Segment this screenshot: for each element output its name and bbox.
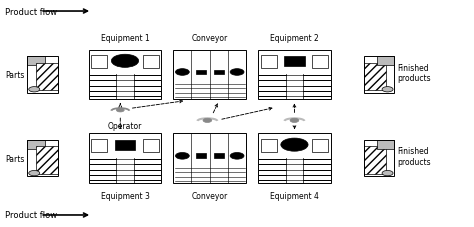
Circle shape [230,153,244,159]
Circle shape [230,69,244,76]
Circle shape [382,171,393,176]
Bar [173,50,246,100]
Bar [173,134,246,183]
Bar [312,56,328,69]
Bar [377,141,394,149]
Text: Operator: Operator [108,121,142,130]
Bar [91,139,108,152]
Circle shape [175,153,189,159]
Text: Finished
products: Finished products [397,63,430,83]
Circle shape [29,87,40,93]
Circle shape [111,55,138,68]
Circle shape [29,171,40,176]
Text: Parts: Parts [6,154,25,163]
Bar [214,70,224,75]
Bar [115,140,135,150]
Text: Parts: Parts [6,71,25,80]
Bar [258,50,331,100]
Bar [261,139,277,152]
Text: Conveyor: Conveyor [191,33,228,42]
Bar [284,57,305,67]
Text: Equipment 3: Equipment 3 [100,191,149,200]
Bar [143,139,159,152]
Bar [36,147,58,174]
Circle shape [203,119,212,123]
Bar [91,56,108,69]
Bar [89,50,162,100]
Circle shape [175,69,189,76]
Circle shape [281,138,308,152]
Text: Product flow: Product flow [5,7,57,16]
Bar [27,141,45,149]
Bar [364,147,386,174]
Bar [89,134,162,183]
Text: Conveyor: Conveyor [191,191,228,200]
Bar [364,57,394,93]
Circle shape [116,109,124,112]
Bar [27,57,45,66]
Bar [261,56,277,69]
Text: Equipment 2: Equipment 2 [270,33,319,42]
Bar [36,63,58,90]
Text: Equipment 4: Equipment 4 [270,191,319,200]
Text: Equipment 1: Equipment 1 [100,33,149,42]
Bar [214,154,224,158]
Bar [196,154,206,158]
Bar [27,141,58,177]
Bar [364,63,386,90]
Bar [377,57,394,66]
Bar [196,70,206,75]
Bar [143,56,159,69]
Circle shape [290,119,299,123]
Text: Finished
products: Finished products [397,147,430,166]
Text: Product flow: Product flow [5,211,57,220]
Bar [312,139,328,152]
Bar [27,57,58,93]
Bar [258,134,331,183]
Circle shape [382,87,393,93]
Bar [364,141,394,177]
